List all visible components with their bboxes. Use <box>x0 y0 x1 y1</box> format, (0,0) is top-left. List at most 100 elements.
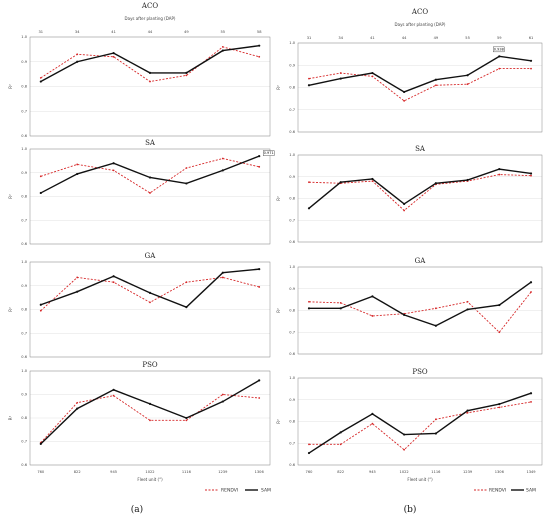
x-tick-label: 1306 <box>495 470 505 474</box>
x-tick-label: 1116 <box>431 470 441 474</box>
data-point-rendvi <box>76 163 79 166</box>
data-point-rendvi <box>308 77 310 80</box>
y-tick-label: 1.0 <box>289 153 295 157</box>
plot-frame <box>297 42 543 133</box>
data-point-rendvi <box>76 401 79 404</box>
annotation-label: 0.938 <box>494 47 504 51</box>
top-tick-label: 55 <box>221 30 226 34</box>
y-tick-label: 0.9 <box>21 393 27 397</box>
panels: ACO Days after planting (DAP) 31 34 41 44 49 55… <box>8 2 543 482</box>
data-point-sam <box>39 303 42 306</box>
data-point-sam <box>403 433 406 436</box>
data-point-rendvi <box>39 76 42 79</box>
x-tick-label: 822 <box>337 470 344 474</box>
x-tick-label: 822 <box>74 470 81 474</box>
top-tick-label: 58 <box>257 30 262 34</box>
data-point-rendvi <box>185 167 188 169</box>
y-tick-label: 0.8 <box>289 197 295 201</box>
data-point-rendvi <box>498 173 501 176</box>
data-point-sam <box>307 207 311 210</box>
data-point-rendvi <box>339 301 342 304</box>
plot-frame <box>29 148 271 245</box>
x-axis-label: Fleet unit (°) <box>407 477 433 482</box>
x-tick-label: 1239 <box>218 470 228 474</box>
data-point-sam <box>185 306 188 309</box>
data-point-sam <box>371 295 374 298</box>
y-tick-label: 0.7 <box>21 109 27 113</box>
y-tick-label: 0.8 <box>21 416 27 420</box>
data-point-sam <box>403 90 406 94</box>
data-point-sam <box>185 71 188 74</box>
y-tick-label: 0.9 <box>289 287 295 291</box>
x-tick-label: 1022 <box>145 470 154 474</box>
legend-rendvi-label: RENDVI <box>489 488 506 494</box>
series-line-sam <box>40 155 260 194</box>
y-tick-label: 0.6 <box>289 352 295 356</box>
data-point-rendvi <box>434 418 437 421</box>
data-point-rendvi <box>308 443 310 446</box>
data-point-rendvi <box>76 276 79 279</box>
data-point-rendvi <box>530 174 532 177</box>
data-point-sam <box>221 169 224 172</box>
data-point-rendvi <box>308 300 310 303</box>
top-tick-label: 61 <box>529 36 534 40</box>
data-point-sam <box>529 392 533 395</box>
chart-panel-a-ga: GA 0.6 0.7 0.8 0.9 1.0 R² <box>8 252 271 359</box>
data-point-sam <box>466 178 469 182</box>
y-tick-label: 0.9 <box>21 60 27 64</box>
chart-panel-b-ga: GA 0.6 0.7 0.8 0.9 1.0 R² <box>276 257 543 356</box>
chart-title: PSO <box>412 368 428 376</box>
x-tick-label: 1022 <box>400 470 409 474</box>
data-point-rendvi <box>371 75 374 78</box>
series-line-sam <box>308 281 532 327</box>
data-point-rendvi <box>221 276 224 279</box>
data-point-sam <box>498 303 501 307</box>
chart-title: GA <box>415 257 427 265</box>
series-line-sam <box>40 268 260 308</box>
data-point-sam <box>498 168 501 171</box>
top-tick-label: 31 <box>307 36 312 40</box>
data-point-rendvi <box>39 175 42 178</box>
data-point-rendvi <box>371 315 374 317</box>
data-point-rendvi <box>149 419 151 422</box>
annotation-box <box>493 46 505 53</box>
y-tick-label: 1.0 <box>21 35 27 39</box>
data-point-sam <box>339 307 342 310</box>
top-tick-label: 31 <box>39 30 44 34</box>
data-point-sam <box>307 84 311 87</box>
data-point-rendvi <box>112 55 115 58</box>
data-point-sam <box>258 379 261 382</box>
data-point-sam <box>258 44 261 47</box>
chart-panel-b-aco: ACO Days after planting (DAP) 31 34 41 44 49 55… <box>276 8 543 134</box>
caption-b: (b) <box>404 504 417 515</box>
data-point-sam <box>76 60 79 63</box>
y-tick-label: 0.9 <box>289 398 295 402</box>
x-tick-label: 1349 <box>526 470 536 474</box>
data-point-sam <box>403 313 406 316</box>
data-point-rendvi <box>258 286 261 288</box>
data-point-sam <box>434 324 437 327</box>
y-tick-label: 0.9 <box>21 171 27 175</box>
data-point-rendvi <box>403 448 406 451</box>
data-point-rendvi <box>76 53 79 56</box>
data-point-rendvi <box>221 393 224 396</box>
plot-frame <box>29 261 271 358</box>
y-tick-label: 0.8 <box>289 309 295 313</box>
y-tick-label: 0.7 <box>289 218 295 222</box>
data-point-rendvi <box>530 291 532 293</box>
data-point-sam <box>221 49 224 52</box>
y-axis-label: R² <box>276 85 281 90</box>
data-point-sam <box>434 78 437 81</box>
y-tick-label: 0.8 <box>289 86 295 90</box>
data-point-sam <box>148 176 152 179</box>
chart-panel-a-aco: ACO Days after planting (DAP) 31 34 41 44 49 55… <box>8 2 271 138</box>
data-point-rendvi <box>498 67 501 70</box>
data-point-rendvi <box>149 192 151 194</box>
y-tick-label: 0.6 <box>21 355 27 359</box>
data-point-rendvi <box>371 422 374 425</box>
data-point-rendvi <box>466 300 469 303</box>
data-point-sam <box>221 271 224 274</box>
data-point-rendvi <box>185 281 188 284</box>
data-point-rendvi <box>185 74 188 77</box>
data-point-sam <box>307 307 311 310</box>
